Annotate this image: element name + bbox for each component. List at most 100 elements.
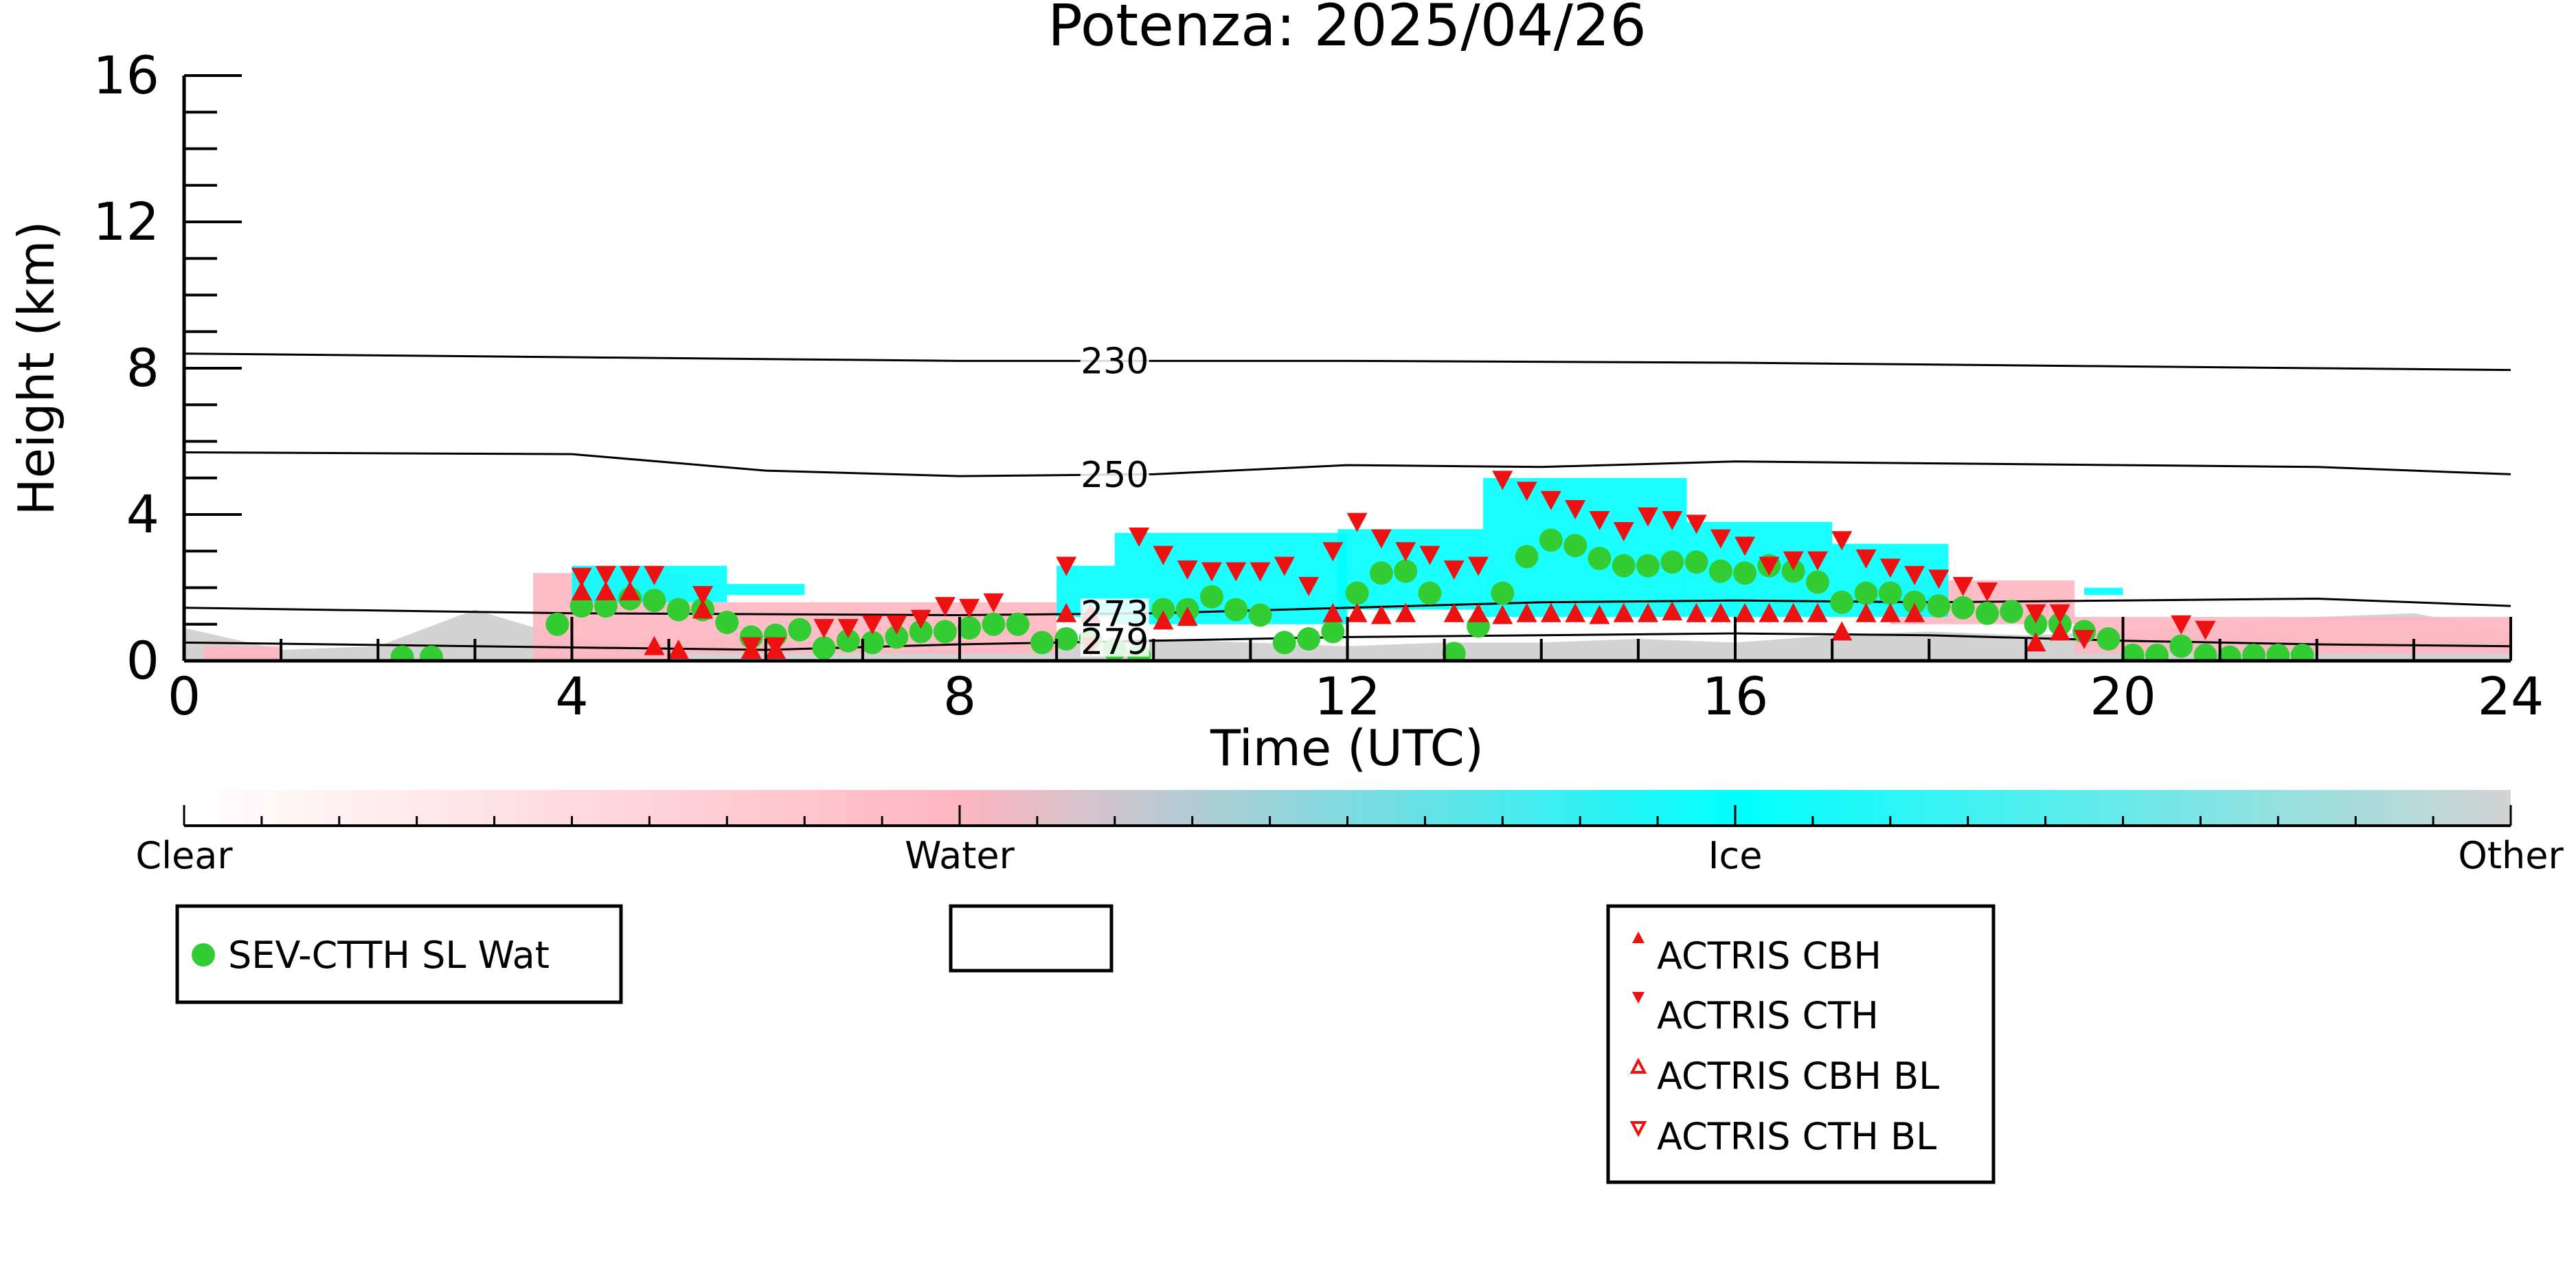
point-actris-cth — [2049, 604, 2070, 624]
contour-label-bg-273 — [1080, 598, 1149, 629]
point-actris-cbh — [1735, 602, 1756, 622]
point-actris-cbh — [1613, 602, 1634, 622]
point-sev-ctth-sl-wat — [1418, 581, 1442, 605]
point-actris-cbh — [1759, 602, 1780, 622]
contour-label-bg-250 — [1080, 459, 1149, 490]
point-actris-cbh — [1686, 602, 1707, 622]
point-actris-cth — [1056, 556, 1077, 576]
point-sev-ctth-sl-wat — [2217, 645, 2241, 661]
contour-label-279: 279 — [1081, 622, 1149, 663]
point-actris-cth — [1686, 515, 1707, 534]
x-tick-label: 12 — [1314, 666, 1381, 727]
point-actris-cth — [2195, 620, 2216, 640]
point-actris-cbh — [2025, 632, 2046, 652]
x-tick-label: 24 — [2478, 666, 2544, 727]
point-sev-ctth-sl-wat — [1563, 534, 1588, 558]
point-sev-ctth-sl-wat — [419, 645, 443, 661]
x-axis-label: Time (UTC) — [1210, 719, 1484, 777]
point-sev-ctth-sl-wat — [2290, 644, 2314, 661]
point-sev-ctth-sl-wat — [1345, 581, 1369, 605]
point-sev-ctth-sl-wat — [2169, 634, 2193, 658]
point-sev-ctth-sl-wat — [1805, 570, 1829, 594]
legend-marker-actris-cbh-bl — [1629, 1057, 1647, 1074]
contour-273 — [184, 597, 2511, 616]
field-ice-8 — [2084, 587, 2123, 596]
point-actris-cth — [1952, 576, 1974, 596]
point-sev-ctth-sl-wat — [1369, 561, 1393, 585]
legend-marker-sev-ctth — [192, 943, 215, 967]
point-sev-ctth-sl-wat — [1321, 620, 1345, 644]
point-actris-cth — [1153, 545, 1174, 565]
point-actris-cth — [1370, 529, 1392, 549]
point-sev-ctth-sl-wat — [1588, 546, 1612, 570]
point-actris-cth — [1177, 560, 1198, 580]
point-actris-cbh — [1153, 610, 1174, 630]
point-actris-cbh — [1662, 601, 1683, 621]
point-sev-ctth-sl-wat — [1927, 594, 1951, 618]
point-sev-ctth-sl-wat — [1539, 528, 1563, 552]
point-sev-ctth-sl-wat — [1708, 559, 1732, 583]
point-actris-cth — [1855, 549, 1877, 569]
axes: 0 4 8 12 16 0 4 8 12 16 20 24 — [93, 45, 2544, 727]
point-actris-cth — [1492, 471, 1513, 490]
y-tick-label: 8 — [126, 337, 159, 398]
point-actris-cbh — [620, 580, 641, 600]
legend-box — [1606, 904, 1996, 1184]
point-actris-cth — [1904, 565, 1925, 585]
point-actris-cth — [1928, 569, 1950, 589]
point-sev-ctth-sl-wat — [2000, 600, 2024, 624]
point-actris-cbh — [1783, 602, 1804, 622]
point-actris-cth — [1783, 551, 1804, 571]
point-actris-cbh — [1589, 605, 1610, 624]
point-actris-cbh — [1056, 602, 1077, 622]
point-sev-ctth-sl-wat — [666, 598, 690, 622]
x-tick-label: 8 — [943, 666, 976, 727]
point-sev-ctth-sl-wat — [1394, 559, 1418, 583]
chart-title: Potenza: 2025/04/26 — [1048, 0, 1647, 59]
field-ice-1 — [727, 584, 805, 596]
colorbar: Clear Water Ice Other — [135, 790, 2564, 877]
point-sev-ctth-sl-wat — [982, 612, 1006, 636]
contour-label-bg-230 — [1080, 346, 1149, 376]
point-actris-cbh — [1637, 602, 1658, 622]
point-actris-cth — [571, 567, 592, 587]
point-sev-ctth-sl-wat — [1612, 554, 1636, 578]
point-sev-ctth-sl-wat — [2193, 644, 2217, 661]
point-actris-cth — [1637, 507, 1658, 527]
point-sev-ctth-sl-wat — [2097, 627, 2121, 651]
legend-middle — [949, 904, 1114, 973]
point-actris-cth — [861, 615, 883, 635]
point-actris-cth — [813, 619, 835, 639]
point-actris-cth — [765, 637, 786, 657]
contour-label-230: 230 — [1081, 341, 1149, 382]
point-actris-cbh — [1904, 602, 1925, 622]
legend-label-actris-cth-bl: ACTRIS CTH BL — [1657, 1115, 1936, 1158]
point-sev-ctth-sl-wat — [642, 589, 666, 613]
point-actris-cth — [983, 593, 1004, 613]
point-actris-cbh — [1492, 605, 1513, 624]
point-actris-cth — [620, 565, 641, 585]
legend-marker-actris-cth — [1632, 992, 1645, 1004]
point-actris-cth — [1468, 556, 1489, 576]
legend-marker-actris-cth-bl — [1629, 1121, 1647, 1138]
point-actris-cth — [910, 609, 931, 629]
colorbar-label-clear: Clear — [135, 834, 233, 877]
point-sev-ctth-sl-wat — [1854, 581, 1878, 605]
point-actris-cbh — [1395, 602, 1416, 622]
point-actris-cth — [886, 615, 907, 635]
point-actris-cth — [644, 565, 665, 585]
point-sev-ctth-sl-wat — [2145, 644, 2169, 661]
point-actris-cth — [1976, 582, 1998, 602]
point-sev-ctth-sl-wat — [1442, 642, 1466, 661]
point-actris-cth — [1201, 562, 1222, 582]
point-actris-cth — [2074, 630, 2095, 650]
colorbar-label-water: Water — [905, 834, 1015, 877]
point-sev-ctth-sl-wat — [1030, 631, 1054, 655]
point-actris-cth — [1250, 562, 1271, 582]
point-actris-cth — [1879, 558, 1901, 578]
point-sev-ctth-sl-wat — [1636, 554, 1660, 578]
point-actris-cbh — [668, 640, 689, 659]
point-sev-ctth-sl-wat — [1006, 612, 1030, 636]
point-actris-cbh — [692, 599, 714, 619]
